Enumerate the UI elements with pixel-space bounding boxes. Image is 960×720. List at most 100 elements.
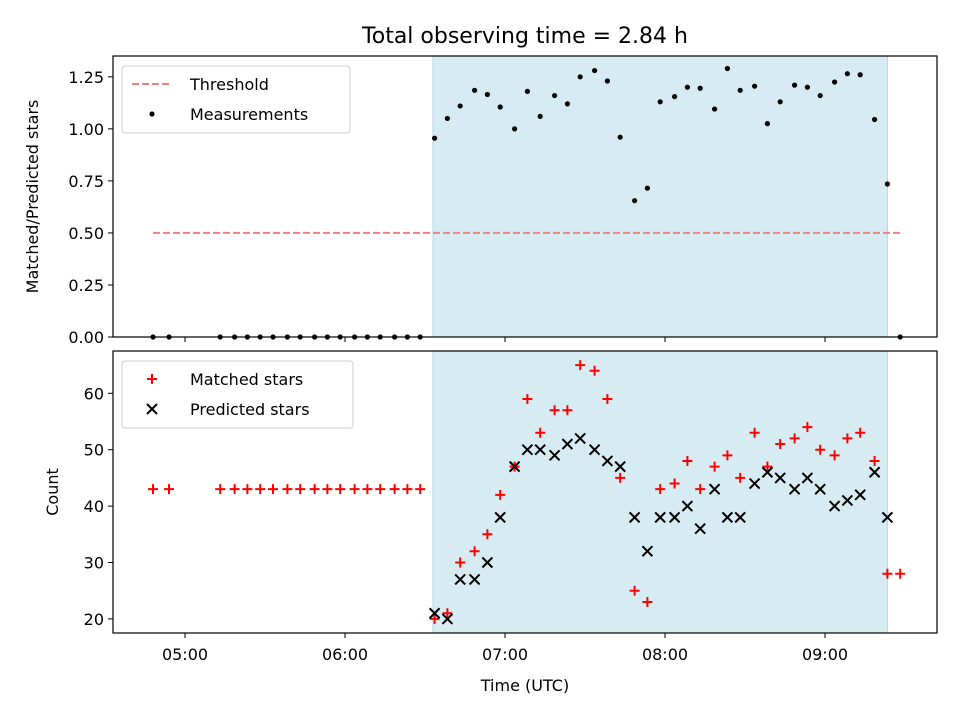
predicted-star-point xyxy=(574,432,586,445)
predicted-star-point xyxy=(748,477,761,490)
y-tick-label: 0.00 xyxy=(68,328,104,347)
predicted-star-point xyxy=(508,460,521,473)
predicted-star-point xyxy=(428,607,441,619)
predicted-star-point xyxy=(841,494,854,507)
matched-star-point xyxy=(829,450,840,461)
predicted-star-point xyxy=(708,483,721,495)
axes-frame xyxy=(112,350,938,634)
matched-star-point xyxy=(895,568,906,579)
matched-star-point xyxy=(655,484,666,495)
measurement-point xyxy=(444,115,450,122)
ratio-panel: 0.00 0.25 0.50 0.75 1.00 1.25 Matched/Predicte… xyxy=(23,55,938,347)
matched-star-point xyxy=(709,461,720,472)
measurement-point xyxy=(697,85,703,91)
matched-star-point xyxy=(148,484,158,495)
measurement-point xyxy=(672,93,678,100)
measurement-point xyxy=(484,91,490,98)
measurement-point xyxy=(432,135,438,141)
matched-star-point xyxy=(415,484,426,495)
predicted-star-point xyxy=(681,500,694,512)
measurement-point xyxy=(552,92,558,99)
legend-label: Predicted stars xyxy=(190,400,310,419)
matched-star-point xyxy=(442,608,453,619)
matched-star-point xyxy=(762,461,773,472)
chart-title: Total observing time = 2.84 h xyxy=(361,24,688,49)
matched-star-point xyxy=(575,360,586,371)
measurement-point xyxy=(644,185,651,191)
matched-star-point xyxy=(268,484,278,495)
predicted-star-point xyxy=(694,522,706,535)
matched-star-point xyxy=(295,484,306,495)
y-axis-label: Count xyxy=(43,468,62,516)
matched-star-point xyxy=(562,405,573,416)
matched-star-point xyxy=(455,557,466,568)
matched-star-point xyxy=(229,484,240,495)
predicted-star-point xyxy=(668,511,681,524)
matched-star-point xyxy=(669,478,680,489)
measurement-point xyxy=(497,104,503,110)
observing-window-shade xyxy=(432,55,888,338)
matched-star-point xyxy=(429,613,440,624)
matched-star-point xyxy=(242,484,253,495)
predicted-star-point xyxy=(828,500,841,512)
measurement-point xyxy=(457,103,463,109)
measurement-point xyxy=(577,74,583,80)
matched-star-point xyxy=(882,568,893,579)
x-tick-label: 08:00 xyxy=(642,645,688,664)
measurement-point xyxy=(844,71,851,77)
measurement-point xyxy=(564,101,571,107)
measurement-point xyxy=(872,116,878,123)
matched-star-point xyxy=(309,484,320,495)
measurement-point xyxy=(537,113,543,119)
predicted-star-point xyxy=(534,443,546,456)
legend-label: Measurements xyxy=(190,105,308,124)
measurement-point xyxy=(752,83,758,89)
measurement-point xyxy=(472,87,478,93)
predicted-star-point xyxy=(641,545,654,557)
predicted-star-point xyxy=(881,511,894,524)
matched-star-point xyxy=(842,433,853,444)
y-tick-label: 0.50 xyxy=(68,224,104,243)
y-tick-label: 20 xyxy=(84,610,104,629)
legend-label: Threshold xyxy=(189,75,269,94)
predicted-star-point xyxy=(654,511,666,524)
measurement-point xyxy=(737,87,743,93)
measurement-point xyxy=(684,84,691,90)
matched-star-point xyxy=(362,484,373,495)
matched-star-point xyxy=(615,472,626,483)
measurement-point xyxy=(817,92,823,99)
matched-star-point xyxy=(375,484,386,495)
matched-star-point xyxy=(482,529,493,540)
matched-star-point xyxy=(735,472,746,483)
matched-star-point xyxy=(402,484,413,495)
predicted-star-point xyxy=(481,556,494,569)
measurement-point xyxy=(804,84,811,90)
matched-star-point xyxy=(335,484,346,495)
predicted-star-point xyxy=(561,438,574,450)
matched-star-point xyxy=(215,484,226,495)
matched-star-point xyxy=(602,393,613,404)
measurement-point xyxy=(511,126,518,132)
matched-star-point xyxy=(642,596,653,607)
count-panel: 20 30 40 50 60 05:00 06:00 07:00 08:00 09:00 Count… xyxy=(43,350,938,695)
y-tick-label: 0.75 xyxy=(68,172,104,191)
measurement-point xyxy=(712,106,718,112)
predicted-star-point xyxy=(614,460,626,473)
predicted-star-point xyxy=(441,613,454,625)
y-tick-label: 30 xyxy=(84,554,104,573)
y-tick-label: 50 xyxy=(84,441,104,460)
measurement-point xyxy=(617,134,623,140)
predicted-star-point xyxy=(814,483,826,495)
measurement-point xyxy=(724,65,731,72)
legend-matched-swatch xyxy=(147,374,157,384)
predicted-star-point xyxy=(494,511,506,524)
predicted-star-point xyxy=(734,511,746,524)
matched-star-point xyxy=(322,484,333,495)
predicted-star-point xyxy=(468,573,481,586)
matched-star-point xyxy=(802,422,813,433)
predicted-star-point xyxy=(521,443,534,456)
axes-frame xyxy=(112,55,938,338)
y-tick-label: 0.25 xyxy=(68,276,104,295)
measurement-point xyxy=(632,198,638,204)
x-axis-label: Time (UTC) xyxy=(480,676,569,695)
